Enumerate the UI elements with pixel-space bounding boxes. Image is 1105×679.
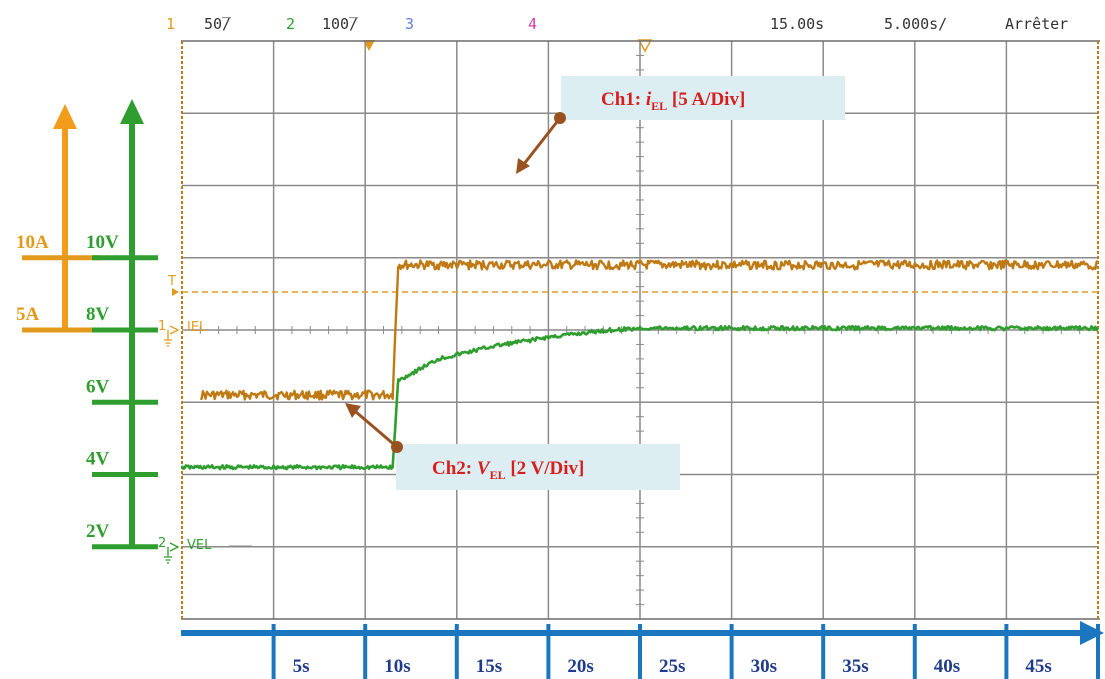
- voltage-axis-tick-label: 4V: [86, 449, 110, 470]
- status-bar: 1 50̅/ 2 100̅/ 3 4 15.00s 5.000s/ Arrête…: [166, 15, 1068, 33]
- time-position: 15.00s: [770, 15, 824, 33]
- ch3-number: 3: [405, 15, 414, 33]
- ch1-annotation-label: Ch1: iEL [5 A/Div]: [601, 89, 745, 113]
- ch2-annotation: Ch2: VEL [2 V/Div]: [345, 403, 680, 490]
- ch2-annotation-prefix: Ch2:: [432, 458, 477, 479]
- current-axis-tick-label: 5A: [16, 304, 40, 325]
- trigger-time-marker-icon: [637, 39, 653, 53]
- ch1-annotation-subscript: EL: [651, 99, 667, 113]
- ch2-annotation-box: [396, 444, 680, 490]
- ch1-trace: [200, 259, 1099, 401]
- time-axis: 5s 10s 15s 20s 25s 30s 35s 40s 45s: [181, 621, 1104, 679]
- ch1-number: 1: [166, 15, 175, 33]
- ch4-number: 4: [528, 15, 537, 33]
- ch2-annotation-arrowhead-icon: [345, 403, 361, 418]
- ch2-annotation-label: Ch2: VEL [2 V/Div]: [432, 458, 584, 482]
- time-axis-tick-label: 25s: [659, 656, 685, 677]
- ch1-annotation: Ch1: iEL [5 A/Div]: [516, 76, 845, 174]
- voltage-axis-tick-label: 8V: [86, 304, 110, 325]
- ch1-scale: 50̅/: [204, 15, 232, 33]
- ch2-trace: [180, 324, 1100, 471]
- ch2-number: 2: [286, 15, 295, 33]
- current-axis-tick-label: 10A: [16, 232, 49, 253]
- time-axis-tick-label: 5s: [293, 656, 310, 677]
- time-reference-marker-icon: [363, 40, 375, 51]
- ch1-ground-number: 1: [158, 319, 166, 334]
- trigger-level-marker: T: [167, 274, 176, 289]
- time-per-div: 5.000s/: [884, 15, 947, 33]
- voltage-axis-tick-label: 10V: [86, 232, 119, 253]
- ch1-annotation-prefix: Ch1:: [601, 89, 646, 110]
- run-state: Arrêter: [1005, 15, 1068, 33]
- current-axis-arrow-icon: [53, 104, 77, 129]
- ch1-annotation-arrow: [522, 117, 562, 165]
- time-axis-tick-label: 10s: [384, 656, 410, 677]
- ch2-annotation-subscript: EL: [490, 468, 506, 482]
- voltage-axis-arrow-icon: [120, 99, 144, 124]
- ch1-annotation-arrowhead-icon: [516, 158, 530, 174]
- ch2-annotation-suffix: [2 V/Div]: [506, 458, 585, 479]
- ch1-trace-label: IEL: [187, 320, 207, 335]
- ch2-annotation-symbol: V: [477, 458, 491, 479]
- voltage-axis-tick-label: 6V: [86, 376, 110, 397]
- time-axis-tick-label: 20s: [567, 656, 593, 677]
- ch1-annotation-dot: [554, 112, 566, 124]
- traces: [180, 259, 1100, 471]
- ch1-annotation-box: [561, 76, 845, 120]
- ch2-annotation-arrow: [355, 410, 398, 449]
- ch2-annotation-dot: [391, 441, 403, 453]
- time-axis-tick-label: 45s: [1025, 656, 1051, 677]
- ch1-annotation-symbol: i: [646, 89, 652, 110]
- ch2-ground-number: 2: [158, 536, 166, 551]
- ch1-annotation-suffix: [5 A/Div]: [667, 89, 745, 110]
- time-axis-tick-label: 35s: [842, 656, 868, 677]
- amplitude-axes: 10A 5A 10V 8V 6V 4V 2V: [16, 99, 158, 550]
- ch1-ground-icon: [164, 325, 180, 347]
- ch2-scale: 100̅/: [322, 15, 359, 33]
- time-axis-tick-label: 40s: [934, 656, 960, 677]
- time-axis-tick-label: 15s: [476, 656, 502, 677]
- trigger-level-arrow-icon: [172, 288, 179, 296]
- time-axis-arrow-icon: [1080, 621, 1104, 645]
- ch2-ground-icon: [164, 542, 180, 564]
- time-axis-tick-label: 30s: [751, 656, 777, 677]
- ch2-trace-label: VEL: [187, 538, 212, 553]
- voltage-axis-tick-label: 2V: [86, 521, 110, 542]
